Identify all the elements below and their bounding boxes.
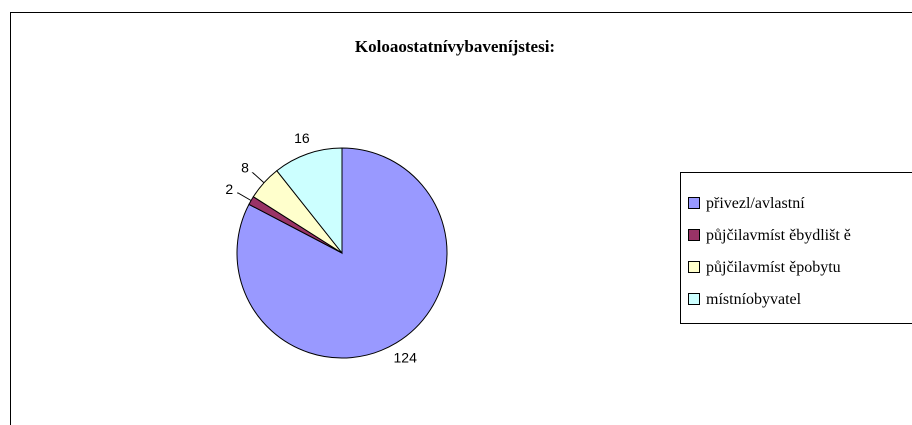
legend-swatch [688, 197, 700, 209]
legend-label: přivezl/avlastní [706, 195, 805, 212]
data-label: 124 [394, 349, 418, 365]
legend [680, 172, 912, 324]
legend-swatch [688, 261, 700, 273]
legend-swatch [688, 293, 700, 305]
leader-line [251, 172, 265, 184]
pie-slice [236, 147, 448, 359]
data-label: 8 [241, 159, 249, 175]
chart-title: Koloaostatnívybaveníjstesi: [355, 37, 555, 56]
legend-swatch [688, 229, 700, 241]
pie-slice [276, 147, 343, 255]
data-label: 16 [294, 130, 310, 146]
leader-line [237, 192, 252, 201]
legend-label: místníobyvatel [706, 291, 802, 308]
legend-label: půjčilavmíst ěbydlišt ě [706, 227, 851, 244]
legend-label: půjčilavmíst ěpobytu [706, 259, 841, 276]
data-label: 2 [225, 181, 233, 197]
